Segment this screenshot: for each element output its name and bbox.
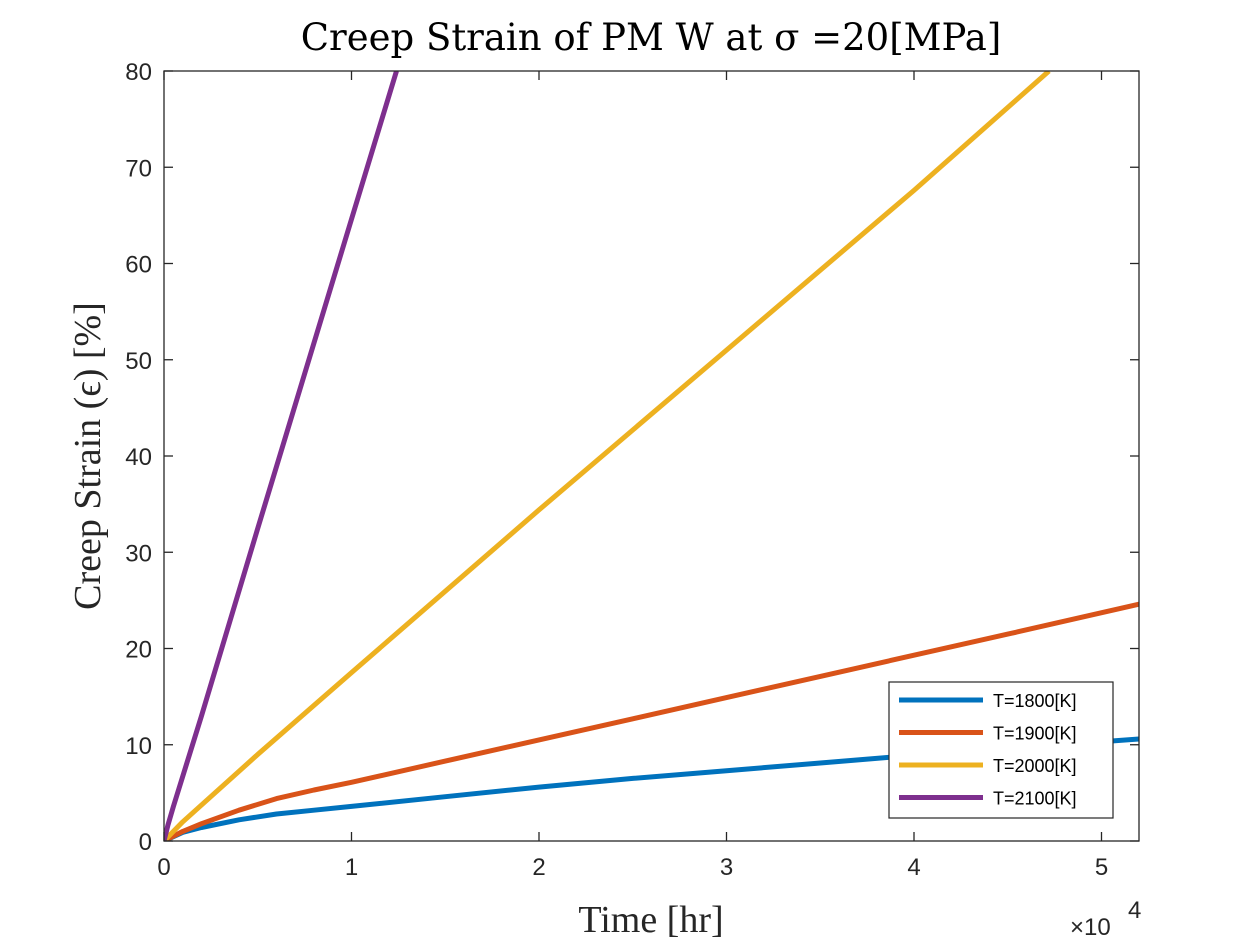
legend-label-2: T=1900[K] [993, 724, 1077, 744]
legend: T=1800[K] T=1900[K] T=2000[K] T=2100[K] [888, 681, 1114, 819]
y-tick-label: 50 [125, 348, 152, 375]
y-tick-label: 20 [125, 637, 152, 664]
x-multiplier: ×10 4 [1070, 897, 1141, 941]
y-tick-label: 80 [125, 59, 152, 86]
x-tick-label: 0 [157, 854, 170, 881]
series-line-2 [164, 601, 1139, 841]
legend-label-1: T=1800[K] [993, 691, 1077, 711]
legend-label-3: T=2000[K] [993, 756, 1077, 776]
series-layer [164, 71, 1139, 841]
series-line-3 [164, 71, 1051, 841]
y-axis-label: Creep Strain (ϵ) [%] [67, 302, 109, 610]
y-tick-label: 10 [125, 733, 152, 760]
legend-label-4: T=2100[K] [993, 789, 1077, 809]
x-tick-label: 3 [720, 854, 733, 881]
series-line-4 [164, 71, 399, 841]
series-line-1 [164, 736, 1139, 841]
x-tick-label: 4 [907, 854, 920, 881]
x-tick-label: 2 [532, 854, 545, 881]
x-tick-label: 5 [1095, 854, 1108, 881]
y-tick-label: 70 [125, 155, 152, 182]
x-multiplier-exponent: 4 [1128, 897, 1141, 924]
y-tick-label: 0 [139, 829, 152, 856]
x-tick-label: 1 [345, 854, 358, 881]
x-axis-label: Time [hr] [578, 899, 723, 941]
y-tick-label: 60 [125, 252, 152, 279]
y-tick-label: 40 [125, 444, 152, 471]
x-multiplier-base: ×10 [1070, 914, 1111, 941]
chart-title: Creep Strain of PM W at σ =20[MPa] [301, 16, 1002, 59]
y-tick-label: 30 [125, 540, 152, 567]
